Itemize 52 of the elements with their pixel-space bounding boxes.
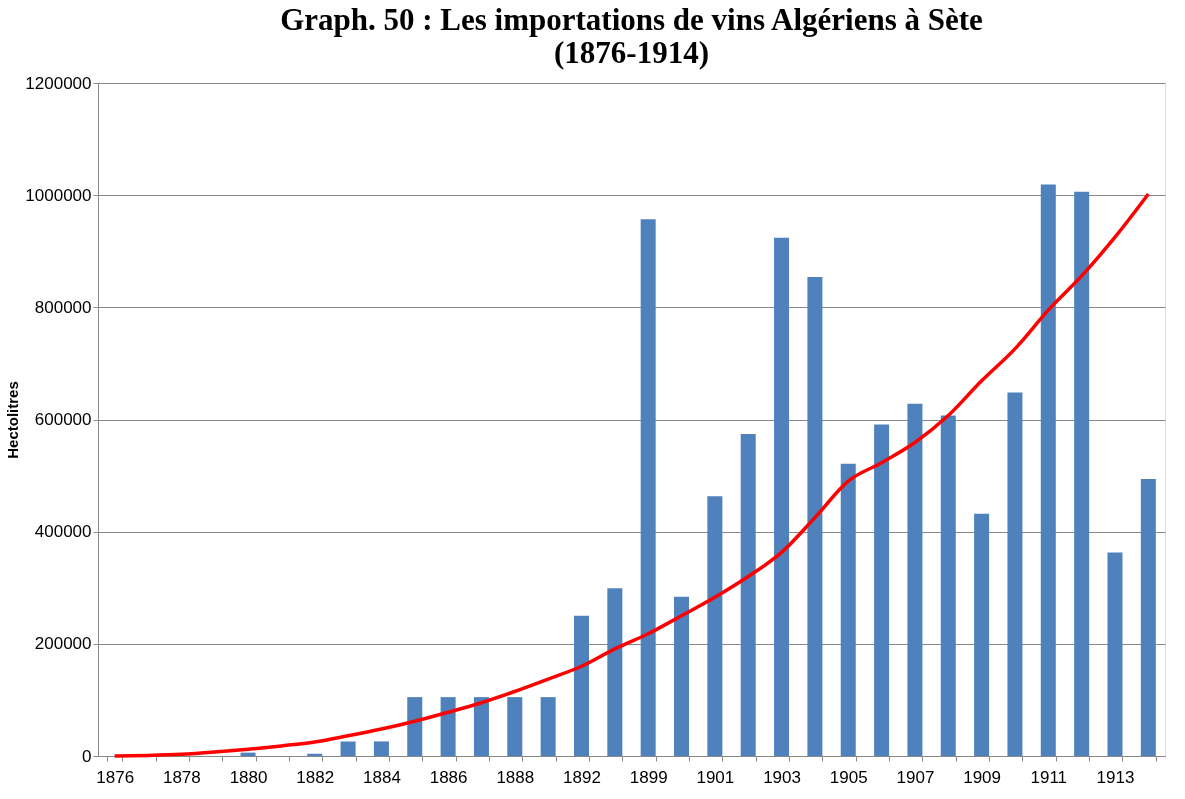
- bar: [940, 415, 956, 756]
- chart-title: Graph. 50 : Les importations de vins Algériens à Sète (1876-1914): [280, 2, 983, 70]
- bar: [540, 697, 556, 756]
- x-tick-label: 1907: [896, 767, 935, 787]
- x-tick-label: 1882: [296, 767, 335, 787]
- x-tick-label: 1909: [963, 767, 1002, 787]
- x-tick-label: 1913: [1096, 767, 1135, 787]
- bar: [774, 237, 790, 756]
- y-tick-label: 600000: [34, 410, 92, 429]
- bar: [607, 588, 623, 756]
- bar: [740, 434, 756, 756]
- bar: [1107, 552, 1123, 756]
- x-tick-label: 1905: [829, 767, 868, 787]
- bar: [507, 697, 523, 756]
- y-tick-label: 400000: [34, 522, 92, 542]
- bar: [640, 219, 656, 756]
- bar: [840, 463, 856, 756]
- bar: [473, 697, 489, 756]
- bar: [440, 697, 456, 756]
- y-tick-label: 800000: [34, 297, 92, 317]
- bar: [573, 615, 589, 756]
- bar: [240, 752, 256, 756]
- bar: [807, 277, 823, 756]
- x-tick-label: 1880: [229, 767, 268, 787]
- x-tick-label: 1899: [629, 767, 668, 787]
- x-tick-label: 1876: [96, 767, 135, 787]
- x-tick-label: 1888: [496, 767, 535, 787]
- x-tick-label: 1903: [763, 767, 801, 787]
- y-tick-label: 200000: [34, 634, 92, 654]
- y-axis-title: Hectolitres: [4, 381, 22, 459]
- y-tick-label: 0: [82, 746, 92, 766]
- bar: [1040, 184, 1056, 756]
- x-tick-label: 1911: [1030, 767, 1068, 787]
- line-series: [112, 192, 1151, 758]
- bar: [1007, 392, 1023, 756]
- x-tick-label: 1892: [563, 767, 601, 787]
- bar: [674, 596, 690, 756]
- bar: [1074, 191, 1090, 756]
- bar: [907, 403, 923, 756]
- y-tick-label: 1000000: [25, 185, 92, 205]
- bar: [407, 697, 423, 756]
- bar: [1140, 478, 1156, 756]
- x-tick-label: 1886: [429, 767, 468, 787]
- bar: [974, 513, 990, 756]
- bar: [874, 424, 890, 756]
- y-tick-label: 1200000: [25, 73, 92, 93]
- bar: [707, 496, 723, 756]
- bar: [373, 741, 389, 756]
- x-tick-label: 1884: [363, 767, 401, 787]
- bar: [340, 741, 356, 756]
- x-tick-label: 1901: [696, 767, 735, 787]
- x-tick-label: 1878: [162, 767, 201, 787]
